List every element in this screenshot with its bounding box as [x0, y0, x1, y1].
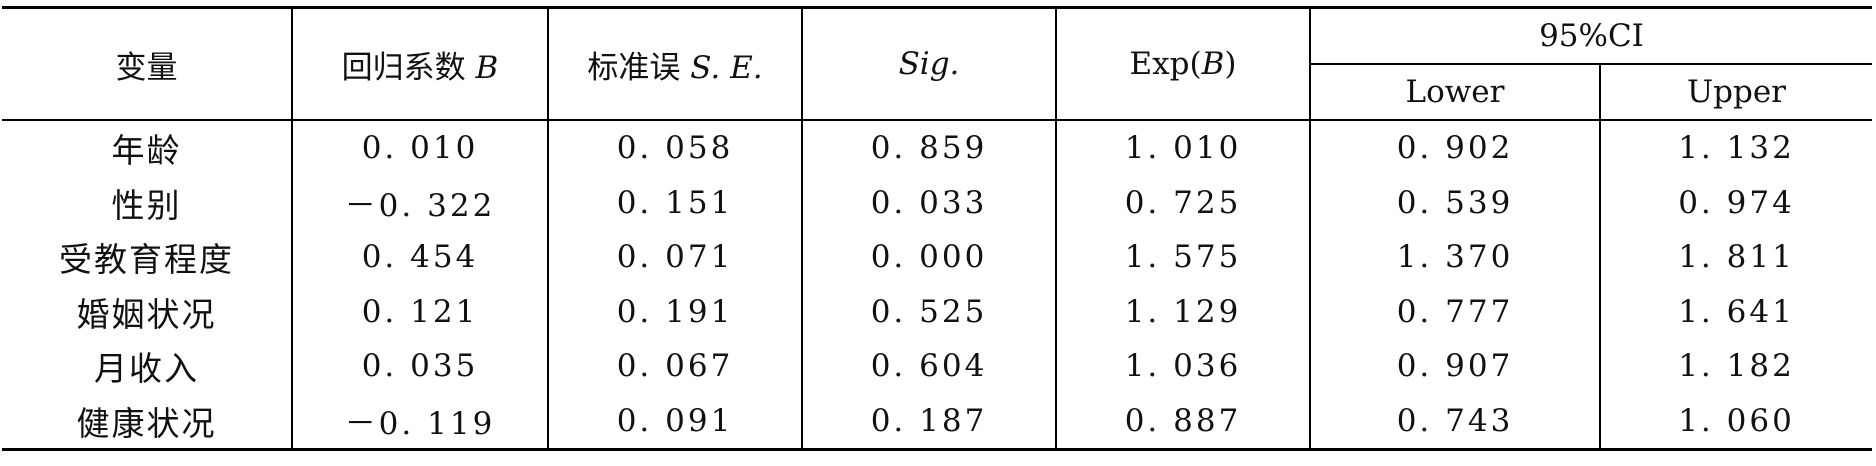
- header-sig: Sig.: [802, 7, 1057, 121]
- header-standard-error-symbol: S. E.: [690, 49, 763, 86]
- cell-upper: 0. 974: [1678, 184, 1795, 221]
- cell-standard-error: 0. 091: [548, 393, 803, 450]
- table-row: 性别 －0. 322 0. 151 0. 033 0. 725 0. 539 0…: [2, 175, 1872, 230]
- cell-exp-b: 0. 725: [1056, 175, 1311, 230]
- cell-coefficient: 0. 454: [292, 230, 549, 285]
- cell-standard-error: 0. 191: [548, 284, 803, 339]
- regression-table-container: 变量 回归系数 B 标准误 S. E. Sig. Exp(B) 95%CI Lo…: [2, 6, 1872, 451]
- header-exp-symbol: B: [1201, 46, 1225, 82]
- cell-exp-b: 1. 010: [1056, 120, 1311, 176]
- regression-table: 变量 回归系数 B 标准误 S. E. Sig. Exp(B) 95%CI Lo…: [2, 6, 1872, 451]
- cell-upper: 1. 060: [1678, 402, 1795, 439]
- cell-sig: 0. 604: [802, 339, 1057, 394]
- table-row: 年龄 0. 010 0. 058 0. 859 1. 010 0. 902 1.…: [2, 120, 1872, 176]
- header-coefficient: 回归系数 B: [292, 7, 549, 121]
- header-exp-close: ): [1224, 46, 1237, 82]
- cell-lower: 0. 743: [1310, 393, 1601, 450]
- cell-lower: 0. 902: [1310, 120, 1601, 176]
- cell-variable: 年龄: [2, 120, 293, 176]
- table-row: 月收入 0. 035 0. 067 0. 604 1. 036 0. 907 1…: [2, 339, 1872, 394]
- cell-exp-b: 1. 575: [1056, 230, 1311, 285]
- header-upper: Upper: [1600, 64, 1872, 121]
- table-row: 婚姻状况 0. 121 0. 191 0. 525 1. 129 0. 777 …: [2, 284, 1872, 339]
- header-exp-b: Exp(B): [1056, 7, 1311, 121]
- cell-sig: 0. 000: [802, 230, 1057, 285]
- cell-exp-b: 1. 036: [1056, 339, 1311, 394]
- cell-upper: 1. 132: [1678, 130, 1795, 167]
- cell-variable: 性别: [2, 175, 293, 230]
- table-body: 年龄 0. 010 0. 058 0. 859 1. 010 0. 902 1.…: [2, 120, 1872, 450]
- header-lower: Lower: [1310, 64, 1601, 121]
- header-variable: 变量: [2, 7, 293, 121]
- cell-lower: 0. 907: [1310, 339, 1601, 394]
- table-row: 受教育程度 0. 454 0. 071 0. 000 1. 575 1. 370…: [2, 230, 1872, 285]
- cell-upper: 1. 641: [1678, 293, 1795, 330]
- cell-sig: 0. 525: [802, 284, 1057, 339]
- cell-sig: 0. 187: [802, 393, 1057, 450]
- cell-coefficient: 0. 035: [292, 339, 549, 394]
- header-exp-open: Exp(: [1129, 46, 1202, 82]
- cell-standard-error: 0. 071: [548, 230, 803, 285]
- cell-coefficient: －0. 119: [292, 393, 549, 450]
- cell-exp-b: 1. 129: [1056, 284, 1311, 339]
- header-standard-error: 标准误 S. E.: [548, 7, 803, 121]
- cell-lower: 0. 539: [1310, 175, 1601, 230]
- table-header: 变量 回归系数 B 标准误 S. E. Sig. Exp(B) 95%CI Lo…: [2, 7, 1872, 121]
- cell-sig: 0. 859: [802, 120, 1057, 176]
- cell-variable: 健康状况: [2, 393, 293, 450]
- table-row: 健康状况 －0. 119 0. 091 0. 187 0. 887 0. 743…: [2, 393, 1872, 450]
- cell-lower: 1. 370: [1310, 230, 1601, 285]
- cell-variable: 婚姻状况: [2, 284, 293, 339]
- cell-sig: 0. 033: [802, 175, 1057, 230]
- cell-coefficient: －0. 322: [292, 175, 549, 230]
- cell-exp-b: 0. 887: [1056, 393, 1311, 450]
- header-confidence-interval: 95%CI: [1310, 7, 1872, 65]
- cell-standard-error: 0. 058: [548, 120, 803, 176]
- cell-variable: 月收入: [2, 339, 293, 394]
- cell-standard-error: 0. 151: [548, 175, 803, 230]
- cell-standard-error: 0. 067: [548, 339, 803, 394]
- header-coefficient-symbol: B: [475, 49, 499, 86]
- cell-coefficient: 0. 121: [292, 284, 549, 339]
- header-coefficient-label: 回归系数: [341, 49, 476, 86]
- cell-upper: 1. 182: [1678, 348, 1795, 385]
- cell-coefficient: 0. 010: [292, 120, 549, 176]
- header-standard-error-label: 标准误: [587, 49, 691, 86]
- cell-variable: 受教育程度: [2, 230, 293, 285]
- cell-upper: 1. 811: [1678, 239, 1795, 276]
- cell-lower: 0. 777: [1310, 284, 1601, 339]
